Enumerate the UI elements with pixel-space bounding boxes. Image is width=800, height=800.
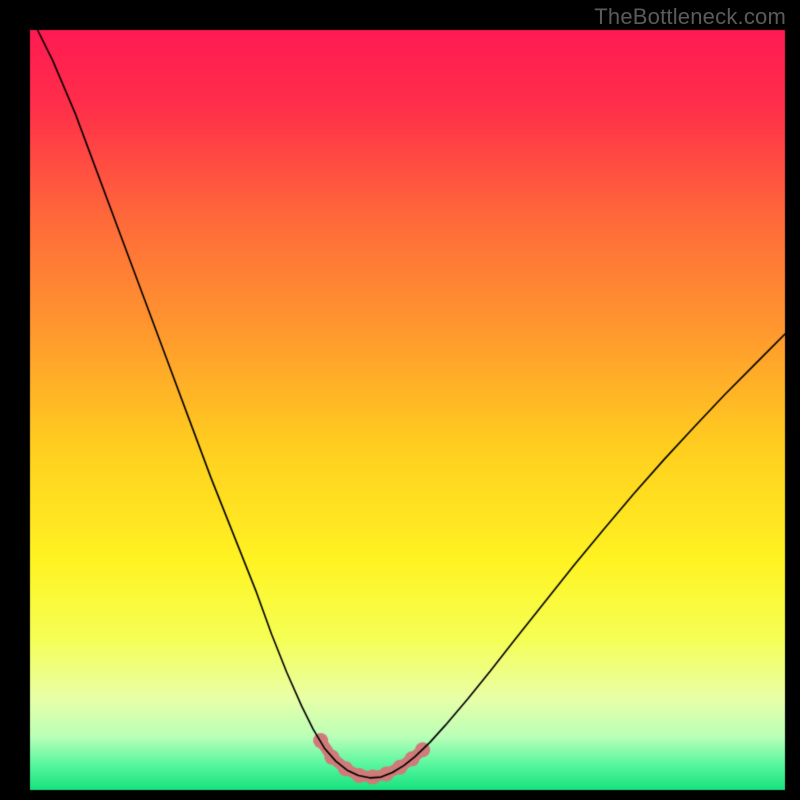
bottleneck-chart-canvas [0, 0, 800, 800]
watermark-text: TheBottleneck.com [594, 4, 786, 30]
